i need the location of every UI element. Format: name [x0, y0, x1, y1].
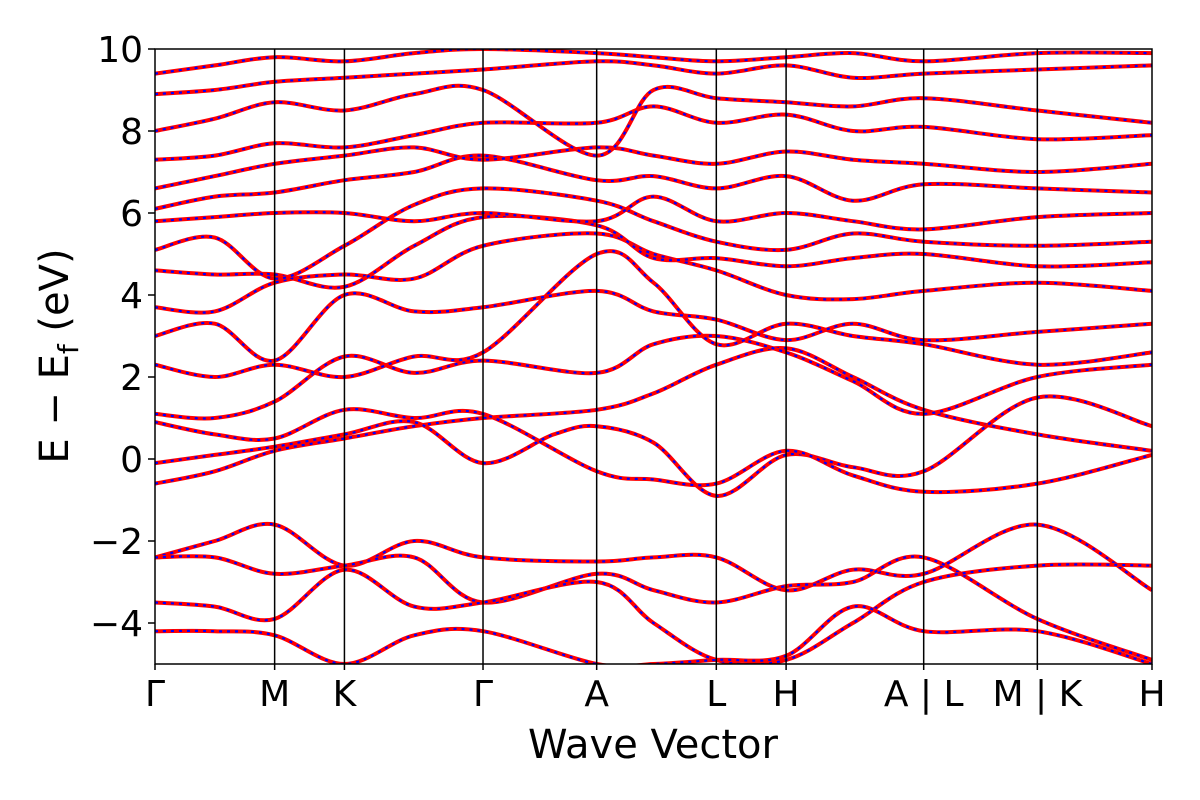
band-line-overlay — [155, 105, 1152, 161]
band-line — [155, 333, 1152, 421]
y-axis-label: E − Ef (eV) — [32, 248, 85, 463]
band-line — [155, 153, 1152, 211]
y-axis-label-sub: f — [52, 343, 85, 354]
band-line — [155, 521, 1152, 593]
band-line-overlay — [155, 289, 1152, 362]
band-line-overlay — [155, 605, 1152, 664]
x-tick-label: H — [773, 674, 800, 715]
x-axis-label: Wave Vector — [528, 722, 779, 768]
kpath-lines-group — [273, 49, 1039, 664]
y-tick-label: 8 — [120, 112, 143, 153]
band-line — [155, 407, 1152, 495]
band-line — [155, 145, 1152, 191]
band-line — [155, 604, 1152, 664]
plot-frame — [154, 48, 1153, 665]
band-line-overlay — [155, 60, 1152, 96]
y-ticks-group: −4 −2 0 2 4 6 8 10 — [90, 30, 155, 645]
band-line-overlay — [155, 146, 1152, 190]
y-axis-label-unit: (eV) — [32, 248, 78, 344]
band-line — [155, 194, 1152, 232]
y-tick-label: 2 — [120, 358, 143, 399]
band-line-overlay — [155, 195, 1152, 231]
y-tick-label: −2 — [90, 522, 143, 563]
band-line-overlay — [155, 408, 1152, 494]
x-tick-label: K — [333, 674, 358, 715]
y-axis-label-main: E − E — [32, 354, 78, 464]
band-line-overlay — [155, 554, 1152, 661]
x-tick-label: Γ — [473, 674, 493, 715]
y-tick-label: 4 — [120, 276, 143, 317]
y-tick-label: 6 — [120, 194, 143, 235]
band-line-overlay — [155, 232, 1152, 314]
x-tick-label: H — [1138, 674, 1165, 715]
band-line-overlay — [155, 154, 1152, 210]
band-lines-group — [155, 49, 1152, 664]
band-line-overlay — [155, 395, 1152, 498]
band-line-overlay — [155, 49, 1152, 75]
band-line-overlay — [155, 334, 1152, 420]
y-tick-label: 10 — [97, 30, 143, 71]
band-line — [155, 214, 1152, 290]
x-tick-label: Γ — [145, 674, 165, 715]
x-tick-label: L — [706, 674, 726, 715]
x-tick-label: M — [259, 674, 290, 715]
band-line — [155, 288, 1152, 363]
x-tick-label: A — [584, 674, 609, 715]
band-line — [155, 104, 1152, 162]
x-tick-label: A | L — [884, 674, 964, 715]
x-ticks-group: Γ M K Γ A L H A | L M | K H — [145, 664, 1166, 715]
y-tick-label: 0 — [120, 440, 143, 481]
x-tick-label: M | K — [993, 674, 1084, 715]
band-line-overlay — [155, 84, 1152, 157]
y-tick-label: −4 — [90, 604, 143, 645]
